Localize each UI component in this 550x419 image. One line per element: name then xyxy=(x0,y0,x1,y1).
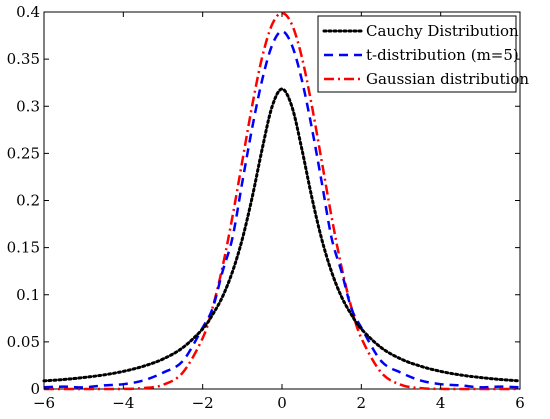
y-tick-label: 0.2 xyxy=(16,192,40,210)
y-tick-label: 0.4 xyxy=(16,3,40,21)
tick-layer: −6 −4 −2 0 2 4 6 0 0.05 0.1 0.15 0.2 0.25 0.3 0.35 0.4 xyxy=(7,3,525,412)
legend-label-0: Cauchy Distribution xyxy=(366,22,519,40)
x-tick-label: −4 xyxy=(112,394,134,412)
legend-label-1: t-distribution (m=5) xyxy=(366,46,519,64)
legend-label-2: Gaussian distribution xyxy=(366,70,529,88)
y-tick-label: 0.15 xyxy=(7,239,40,257)
y-tick-label: 0.3 xyxy=(16,97,40,115)
y-tick-label: 0.35 xyxy=(7,50,40,68)
x-tick-label: 4 xyxy=(436,394,446,412)
x-tick-label: 2 xyxy=(357,394,367,412)
y-tick-label: 0.1 xyxy=(16,286,40,304)
series-line-1 xyxy=(43,29,521,389)
legend: Cauchy Distribution t-distribution (m=5) G… xyxy=(317,15,529,93)
y-tick-label: 0 xyxy=(30,380,40,398)
x-tick-label: −2 xyxy=(192,394,214,412)
series-line-0 xyxy=(42,87,522,383)
y-tick-label: 0.25 xyxy=(7,144,40,162)
y-tick-label: 0.05 xyxy=(7,333,40,351)
x-tick-label: −6 xyxy=(33,394,55,412)
x-tick-label: 0 xyxy=(277,394,287,412)
x-tick-label: 6 xyxy=(515,394,525,412)
